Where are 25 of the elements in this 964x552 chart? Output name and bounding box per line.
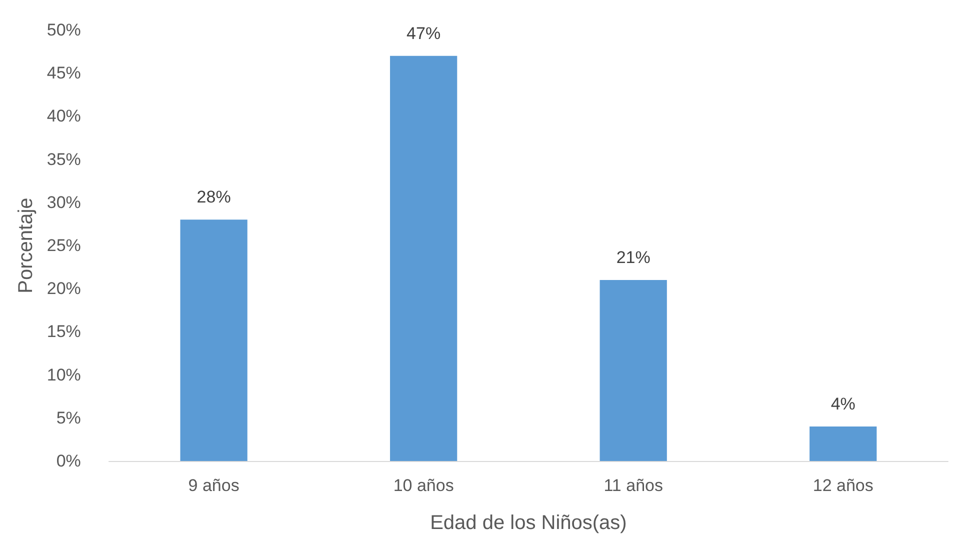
- y-axis-title: Porcentaje: [15, 198, 37, 294]
- y-tick-label: 20%: [46, 279, 81, 298]
- y-tick-label: 10%: [46, 365, 81, 384]
- y-tick-label: 45%: [46, 64, 81, 83]
- bar: [180, 220, 248, 461]
- y-tick-label: 25%: [46, 236, 81, 255]
- y-tick-label: 15%: [46, 322, 81, 342]
- bar: [390, 56, 458, 461]
- y-tick-label: 40%: [46, 106, 81, 126]
- x-tick-label: 10 años: [393, 476, 454, 495]
- bar: [810, 426, 877, 461]
- y-tick-label: 35%: [46, 150, 81, 169]
- data-label: 47%: [406, 24, 441, 43]
- y-tick-label: 5%: [56, 408, 81, 428]
- x-tick-label: 11 años: [604, 476, 663, 495]
- x-tick-label: 12 años: [812, 476, 874, 495]
- data-label: 4%: [830, 394, 856, 414]
- x-tick-label: 9 años: [188, 476, 240, 495]
- y-tick-label: 50%: [46, 20, 81, 40]
- bar: [600, 280, 667, 461]
- data-label: 21%: [616, 248, 650, 267]
- x-axis-title: Edad de los Niños(as): [430, 512, 627, 534]
- y-tick-label: 0%: [56, 452, 81, 470]
- data-label: 28%: [196, 188, 231, 207]
- y-tick-label: 30%: [46, 192, 81, 212]
